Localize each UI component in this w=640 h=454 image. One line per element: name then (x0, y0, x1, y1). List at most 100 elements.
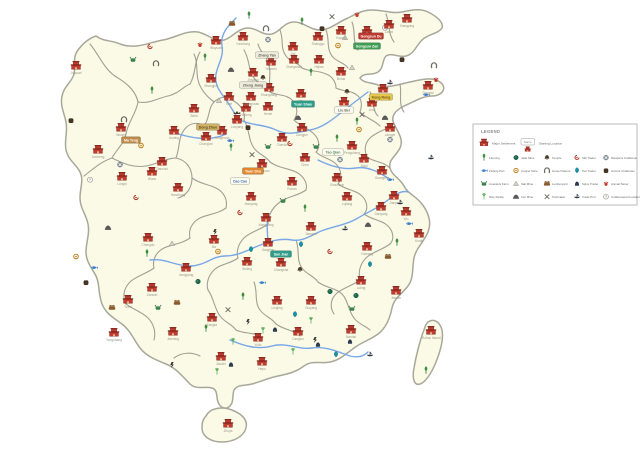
armour-icon (319, 26, 325, 32)
legend-item: ? Undiscovered Location (603, 194, 640, 200)
settlement-marker (313, 55, 325, 64)
region-border (295, 239, 319, 283)
legend-item-label: Temple (552, 156, 562, 160)
silk-icon (147, 43, 153, 50)
fishing-icon (91, 266, 98, 269)
tamer-icon (197, 42, 203, 47)
livestock-icon (279, 197, 287, 203)
silk-icon (133, 194, 139, 201)
region-border (191, 177, 228, 209)
settlement-marker (295, 89, 307, 98)
faction-start-box-bg (291, 100, 315, 108)
settlement-marker (384, 123, 396, 132)
farming-icon (335, 134, 339, 142)
settlement-label: Hedong (240, 113, 251, 117)
faction-start-box-label: Yuan Shao (294, 102, 312, 106)
legend-item: Weapons Craftsman (603, 155, 638, 161)
region-border (173, 352, 201, 359)
tradeport-icon (427, 154, 435, 160)
legend-item: Silk Trader (574, 155, 596, 160)
fishing-icon (387, 178, 394, 181)
faction-start-box-label: Sun Jian (274, 252, 289, 256)
river (229, 339, 369, 358)
settlement-marker (208, 235, 220, 244)
settlement-marker (299, 153, 311, 162)
farming-icon (241, 292, 245, 300)
faction-boxes-layer: Ma Teng Dong Zhuo Zhang Yan Zheng Jiang Yuan… (121, 32, 393, 258)
settlement-marker (383, 20, 395, 29)
settlement-marker (231, 115, 243, 124)
salt-icon (215, 97, 223, 103)
legend-item-label: Iron Mine (521, 195, 533, 199)
region-border (337, 183, 368, 215)
settlement-marker (245, 92, 257, 101)
tea-icon (575, 167, 579, 174)
jade-icon (353, 292, 359, 299)
weapons-icon (117, 161, 123, 168)
tradeport-icon (366, 351, 374, 357)
faction-start-box: Yuan Shu (242, 167, 264, 175)
legend-major-settlement-label: Major Settlement (492, 141, 516, 145)
farming-icon (355, 117, 359, 125)
settlement-label: Wuling (242, 267, 252, 271)
weapons-icon (387, 136, 393, 143)
faction-start-box-bg (196, 123, 220, 131)
settlement-label: Changshan (243, 102, 260, 106)
livestock-icon (480, 180, 488, 186)
settlement-label: Tianshui (156, 167, 168, 171)
tea-icon (368, 261, 372, 268)
faction-start-box-label: Zheng Jiang (243, 83, 264, 87)
spice-icon (315, 342, 321, 347)
settlement-marker (247, 68, 259, 77)
settlement-label: Jianye (389, 201, 398, 205)
legend-name-settlement-icon (524, 146, 531, 152)
region-border (236, 223, 269, 259)
farming-icon (303, 204, 307, 212)
bolt-icon (313, 337, 317, 343)
legend-box (472, 123, 638, 206)
horse-icon (152, 60, 160, 67)
legend-item: Rice Paddy (482, 193, 504, 200)
settlement-marker (256, 159, 268, 168)
settlement-marker (413, 229, 425, 238)
legend-item-label: Horse Pasture (552, 169, 571, 173)
settlement-label: Runan (287, 187, 297, 191)
faction-start-box-label: Cao Cao (233, 179, 247, 183)
legend-item: Farming (482, 153, 500, 161)
settlement-label: Jiuquan (70, 71, 81, 75)
faction-start-box: Kong Rong (369, 93, 393, 101)
region-border (367, 157, 391, 169)
silk-icon (327, 248, 333, 255)
settlement-marker (390, 286, 402, 295)
settlement-label: Chen (301, 163, 309, 167)
faction-start-box: Gongsun Zan (353, 42, 381, 50)
bolt-icon (170, 362, 174, 368)
settlement-label: Wu (404, 217, 409, 221)
toolmaker-icon (225, 307, 231, 313)
legend-item: Lumberyard (543, 181, 568, 186)
faction-start-box-label: Yuan Shu (245, 169, 261, 173)
region-border (152, 237, 191, 269)
region-border (399, 83, 405, 113)
faction-start-box-bg (353, 42, 381, 50)
tradeport-icon (573, 193, 581, 199)
settlement-marker (275, 258, 287, 267)
legend-starting-location-label: Starting Location (539, 141, 562, 145)
settlement-marker (422, 81, 434, 90)
copper-icon (513, 167, 519, 174)
legend-major-settlement-icon (479, 138, 489, 146)
settlement-marker (312, 32, 324, 41)
copper-icon (335, 42, 341, 49)
settlement-label: Hejian (314, 65, 323, 69)
bolt-icon (246, 319, 250, 325)
settlement-label: Changsha (274, 268, 289, 272)
spice-icon (272, 327, 278, 332)
settlement-marker (168, 126, 180, 135)
weapons-icon (265, 36, 271, 43)
settlement-marker (205, 74, 217, 83)
silk-icon (287, 140, 293, 147)
region-border (83, 157, 113, 177)
toolmaker-icon (249, 152, 255, 158)
settlement-marker (296, 123, 308, 132)
